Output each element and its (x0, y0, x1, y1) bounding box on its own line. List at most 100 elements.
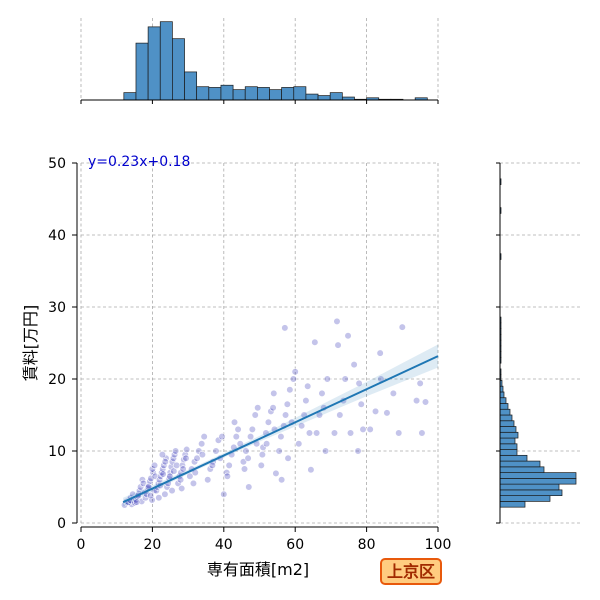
right-hist-bar (499, 495, 551, 502)
top-hist-bar (159, 21, 173, 101)
scatter-point (330, 429, 339, 437)
scatter-point (186, 472, 194, 480)
scatter-point (155, 494, 163, 502)
scatter-points (120, 317, 430, 509)
scatter-point (212, 447, 220, 455)
scatter-point (220, 490, 228, 498)
y-tick-label: 40 (48, 228, 66, 244)
y-tick-label: 10 (48, 444, 66, 460)
scatter-point (174, 479, 182, 488)
top-hist-bar (147, 26, 161, 101)
scatter-point (383, 409, 391, 417)
scatter-point (291, 368, 299, 376)
scatter-point (412, 397, 421, 405)
right-hist-bar (499, 431, 519, 439)
scatter-point (147, 492, 155, 500)
right-histogram (496, 162, 580, 524)
scatter-point (182, 454, 190, 462)
scatter-point (158, 451, 166, 459)
scatter-point (267, 407, 275, 416)
scatter-point (206, 465, 214, 473)
right-hist-bar (499, 501, 526, 508)
right-hist-bar (499, 454, 528, 462)
scatter-point (198, 451, 206, 459)
scatter-point (178, 484, 186, 493)
top-hist-bar (269, 89, 282, 101)
y-tick-label: 50 (48, 156, 66, 172)
scatter-point (354, 447, 362, 455)
regression-line-layer (122, 355, 439, 504)
scatter-point (295, 440, 303, 448)
scatter-point (133, 498, 141, 506)
right-hist-bar (499, 403, 509, 410)
scatter-point (284, 454, 292, 462)
y-tick-label: 20 (48, 372, 66, 388)
top-hist-bar (184, 71, 198, 101)
scatter-point (270, 389, 278, 398)
scatter-point (257, 461, 265, 470)
scatter-point (398, 323, 406, 331)
y-tick-label: 0 (57, 516, 66, 532)
scatter-point (389, 389, 397, 398)
scatter-point (172, 447, 180, 455)
top-hist-bar (123, 92, 137, 101)
scatter-point (275, 447, 283, 455)
scatter-point (307, 466, 315, 474)
right-hist-bar (499, 478, 577, 485)
scatter-point (168, 487, 176, 495)
scatter-point (357, 400, 365, 408)
right-hist-bar (499, 426, 517, 433)
scatter-point (198, 440, 206, 448)
scatter-point (395, 429, 403, 437)
scatter-point (341, 375, 349, 383)
right-hist-bar (499, 437, 516, 445)
scatter-point (139, 479, 148, 488)
top-hist-bar (293, 86, 307, 101)
scatter-point (148, 496, 156, 504)
right-hist-bar (499, 460, 541, 468)
scatter-point (359, 425, 367, 434)
top-hist-bar (208, 87, 222, 101)
top-hist-bar (172, 38, 185, 101)
scatter-point (223, 469, 231, 477)
scatter-point (190, 458, 199, 466)
scatter-point (189, 479, 198, 488)
scatter-point (258, 451, 266, 459)
scatter-point (248, 425, 256, 434)
scatter-point (336, 411, 344, 419)
scatter-point (283, 400, 291, 408)
scatter-point (146, 477, 154, 485)
right-hist-bar (499, 391, 505, 399)
scatter-point (302, 397, 310, 405)
right-hist-bar (499, 443, 518, 450)
scatter-point (277, 433, 285, 441)
regression-line (122, 355, 439, 504)
top-hist-bar (257, 87, 270, 101)
regression-equation: y=0.23x+0.18 (88, 154, 190, 170)
scatter-point (179, 465, 187, 473)
scatter-point (240, 465, 249, 473)
scatter-point (264, 418, 273, 426)
scatter-point (298, 422, 306, 430)
scatter-point (251, 411, 259, 419)
main-axis-layer: 0 20 40 60 80 100 0 10 20 30 40 50 (48, 156, 451, 553)
main-scatter-axes: 0 20 40 60 80 100 0 10 20 30 40 50 (48, 156, 451, 553)
scatter-point (225, 461, 233, 470)
x-tick-label: 60 (286, 537, 304, 553)
y-tick-label: 30 (48, 300, 66, 316)
top-hist-bar (305, 93, 319, 101)
scatter-point (272, 469, 280, 477)
scatter-point (355, 379, 363, 387)
scatter-point (333, 317, 341, 326)
top-hist-bar (244, 86, 258, 101)
scatter-point (254, 404, 262, 412)
x-tick-label: 40 (215, 537, 233, 553)
scatter-point (148, 465, 156, 473)
scatter-point (269, 404, 277, 412)
scatter-point (204, 476, 212, 484)
scatter-point (149, 469, 157, 477)
scatter-point (376, 349, 384, 357)
scatter-point (245, 483, 253, 491)
scatter-point (150, 461, 159, 470)
